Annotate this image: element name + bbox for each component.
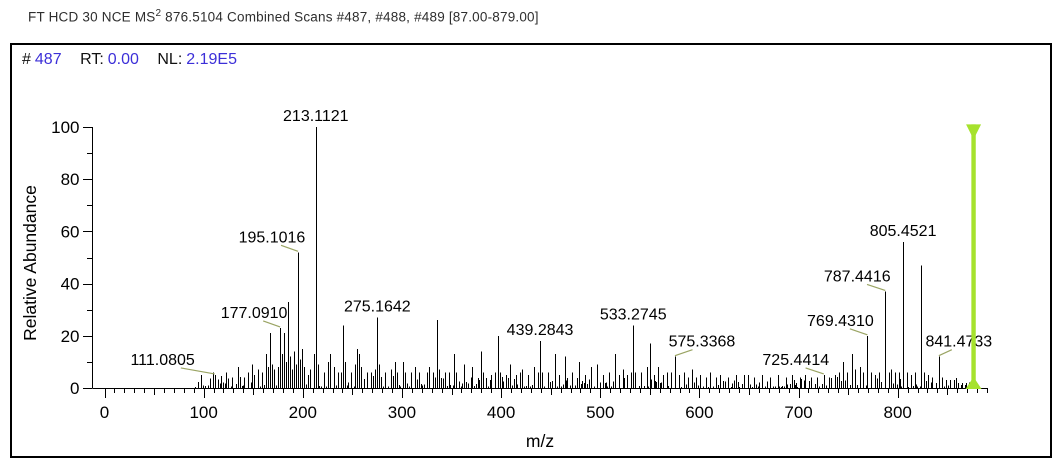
scan-number-hash: # bbox=[22, 51, 31, 68]
peak-label: 787.4416 bbox=[824, 268, 891, 285]
y-tick-label: 60 bbox=[61, 222, 80, 241]
y-tick-label: 0 bbox=[70, 379, 79, 398]
label-leader-line bbox=[674, 349, 693, 357]
peak-label: 439.2843 bbox=[507, 322, 574, 339]
scan-filter-title: FT HCD 30 NCE MS2 876.5104 Combined Scan… bbox=[28, 8, 539, 25]
x-tick-label: 700 bbox=[784, 403, 812, 422]
scan-info-header: #487 RT: 0.00 NL: 2.19E5 bbox=[22, 51, 237, 69]
y-tick-label: 40 bbox=[61, 275, 80, 294]
y-tick-label: 80 bbox=[61, 170, 80, 189]
y-tick-label: 100 bbox=[51, 118, 79, 137]
label-leader-line bbox=[866, 283, 886, 291]
scan-filter-title-post: 876.5104 Combined Scans #487, #488, #489… bbox=[161, 9, 539, 25]
x-tick-label: 600 bbox=[685, 403, 713, 422]
precursor-marker-top-cap bbox=[966, 124, 982, 140]
label-leader-line bbox=[280, 244, 299, 252]
peak-label: 841.4733 bbox=[925, 334, 992, 351]
peak-label: 769.4310 bbox=[807, 313, 874, 330]
x-tick-label: 300 bbox=[388, 403, 416, 422]
x-axis-title: m/z bbox=[526, 431, 554, 451]
nl-label: NL: bbox=[157, 51, 183, 68]
x-tick-label: 800 bbox=[884, 403, 912, 422]
peak-label: 111.0805 bbox=[130, 352, 194, 369]
axes bbox=[83, 126, 989, 398]
y-tick-label: 20 bbox=[61, 327, 80, 346]
peak-label: 275.1642 bbox=[344, 299, 411, 316]
x-tick-label: 0 bbox=[100, 403, 109, 422]
peak-label: 195.1016 bbox=[239, 229, 306, 246]
peak-label: 725.4414 bbox=[762, 352, 829, 369]
rt-label: RT: bbox=[80, 51, 104, 68]
peak-label: 575.3368 bbox=[669, 334, 736, 351]
label-leader-line bbox=[938, 349, 953, 357]
ms-level-superscript: 2 bbox=[155, 8, 162, 19]
x-tick-label: 500 bbox=[586, 403, 614, 422]
peaks bbox=[195, 127, 972, 388]
x-tick-label: 400 bbox=[487, 403, 515, 422]
label-leader-line bbox=[849, 328, 868, 336]
scan-filter-title-pre: FT HCD 30 NCE MS bbox=[28, 9, 156, 25]
precursor-marker-stem bbox=[971, 124, 976, 388]
precursor-marker bbox=[965, 124, 982, 389]
rt-value: 0.00 bbox=[107, 51, 139, 68]
label-leader-line bbox=[805, 367, 824, 375]
peak-label: 805.4521 bbox=[870, 223, 937, 240]
label-leader-line bbox=[180, 367, 215, 375]
peak-label: 177.0910 bbox=[221, 305, 288, 322]
spectrum-panel: #487 RT: 0.00 NL: 2.19E5 0 100 200 300 400 500 6… bbox=[10, 43, 1052, 458]
nl-value: 2.19E5 bbox=[186, 51, 237, 68]
tick-labels: 0 100 200 300 400 500 600 700 800 0 20 40 60 80 100 bbox=[51, 118, 912, 422]
precursor-marker-base bbox=[965, 377, 982, 389]
y-axis-title: Relative Abundance bbox=[20, 185, 40, 341]
peak-labels: 111.0805 177.0910 195.1016 213.1121 275.1642… bbox=[130, 108, 992, 375]
label-leader-line bbox=[262, 320, 281, 328]
peak-label: 213.1121 bbox=[283, 108, 349, 125]
x-tick-label: 100 bbox=[189, 403, 217, 422]
peak-label: 533.2745 bbox=[600, 306, 667, 323]
scan-number-value: 487 bbox=[34, 51, 62, 68]
x-tick-label: 200 bbox=[289, 403, 317, 422]
mass-spectrum-chart: 0 100 200 300 400 500 600 700 800 0 20 40 60 80 100 m/z… bbox=[20, 108, 992, 451]
